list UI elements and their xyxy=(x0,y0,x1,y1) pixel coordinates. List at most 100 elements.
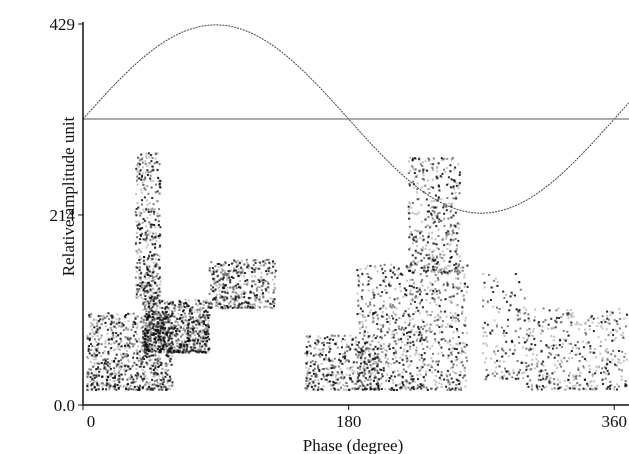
pd-point xyxy=(388,347,391,350)
pd-point xyxy=(442,268,445,271)
pd-point xyxy=(201,351,204,354)
pd-point xyxy=(362,365,365,367)
pd-point xyxy=(330,359,333,362)
pd-point xyxy=(482,342,485,345)
pd-point xyxy=(408,248,410,251)
pd-point xyxy=(373,388,376,391)
pd-point xyxy=(93,386,96,389)
pd-point xyxy=(150,338,153,341)
pd-point xyxy=(162,340,165,343)
pd-point xyxy=(167,336,170,339)
pd-point xyxy=(366,366,369,369)
pd-point xyxy=(273,262,276,265)
pd-point xyxy=(530,388,533,391)
pd-point xyxy=(532,330,534,333)
pd-point xyxy=(257,305,260,308)
pd-point xyxy=(421,382,424,385)
pd-point xyxy=(546,345,548,348)
pd-point xyxy=(597,366,600,369)
pd-point xyxy=(118,325,121,328)
pd-point xyxy=(221,298,224,301)
pd-point xyxy=(463,273,466,276)
pd-point xyxy=(559,381,562,384)
pd-point xyxy=(389,322,391,325)
pd-point xyxy=(164,315,167,318)
pd-point xyxy=(599,345,602,348)
pd-point xyxy=(121,357,124,360)
pd-points xyxy=(86,152,628,391)
pd-point xyxy=(148,313,151,316)
pd-point xyxy=(456,232,459,234)
pd-point xyxy=(159,320,162,323)
pd-point xyxy=(374,345,377,348)
pd-point xyxy=(203,343,206,346)
pd-point xyxy=(148,359,151,362)
pd-point xyxy=(206,314,209,317)
pd-point xyxy=(91,323,93,326)
pd-point xyxy=(378,388,381,391)
pd-point xyxy=(162,339,165,342)
pd-point xyxy=(424,226,427,228)
pd-point xyxy=(119,373,122,376)
pd-point xyxy=(384,387,387,390)
pd-point xyxy=(362,371,365,374)
pd-point xyxy=(596,317,599,320)
pd-point xyxy=(144,307,147,310)
pd-point xyxy=(502,349,505,352)
pd-point xyxy=(112,376,115,379)
pd-point xyxy=(106,371,109,374)
pd-point xyxy=(355,348,358,351)
pd-point xyxy=(420,259,423,262)
pd-point xyxy=(270,306,273,309)
pd-point xyxy=(129,340,131,342)
pd-point xyxy=(377,384,380,387)
pd-point xyxy=(361,289,364,292)
pd-point xyxy=(140,362,143,365)
pd-point xyxy=(180,301,183,304)
pd-point xyxy=(371,388,374,390)
pd-point xyxy=(431,283,434,286)
pd-point xyxy=(365,341,368,344)
pd-point xyxy=(431,217,434,220)
pd-point xyxy=(450,353,453,356)
pd-point xyxy=(548,378,551,381)
pd-point xyxy=(86,337,89,340)
pd-point xyxy=(431,344,434,347)
pd-point xyxy=(136,315,139,318)
pd-point xyxy=(196,341,199,344)
pd-point xyxy=(138,277,141,280)
pd-point xyxy=(351,372,354,375)
pd-point xyxy=(369,383,371,386)
pd-point xyxy=(233,259,236,262)
pd-point xyxy=(251,280,254,283)
pd-point xyxy=(171,340,173,343)
pd-point xyxy=(446,157,449,160)
pd-point xyxy=(359,368,362,371)
pd-point xyxy=(457,266,460,269)
pd-point xyxy=(262,283,265,286)
pd-point xyxy=(253,294,256,297)
pd-point xyxy=(397,317,400,319)
pd-point xyxy=(598,365,601,368)
pd-point xyxy=(449,223,452,226)
pd-point xyxy=(157,359,160,362)
pd-point xyxy=(101,382,104,385)
pd-point xyxy=(336,371,339,374)
pd-point xyxy=(116,383,119,386)
pd-point xyxy=(452,295,455,298)
pd-point xyxy=(150,371,153,374)
pd-point xyxy=(153,253,156,256)
pd-point xyxy=(140,212,143,215)
pd-point xyxy=(441,267,443,270)
pd-point xyxy=(431,206,434,209)
pd-point xyxy=(362,338,364,340)
pd-point xyxy=(449,170,452,173)
pd-point xyxy=(333,357,336,360)
pd-point xyxy=(145,155,148,158)
pd-point xyxy=(494,353,497,356)
pd-point xyxy=(163,343,165,346)
pd-point xyxy=(305,382,307,385)
pd-point xyxy=(149,179,152,182)
pd-point xyxy=(103,366,106,369)
pd-point xyxy=(338,381,341,384)
